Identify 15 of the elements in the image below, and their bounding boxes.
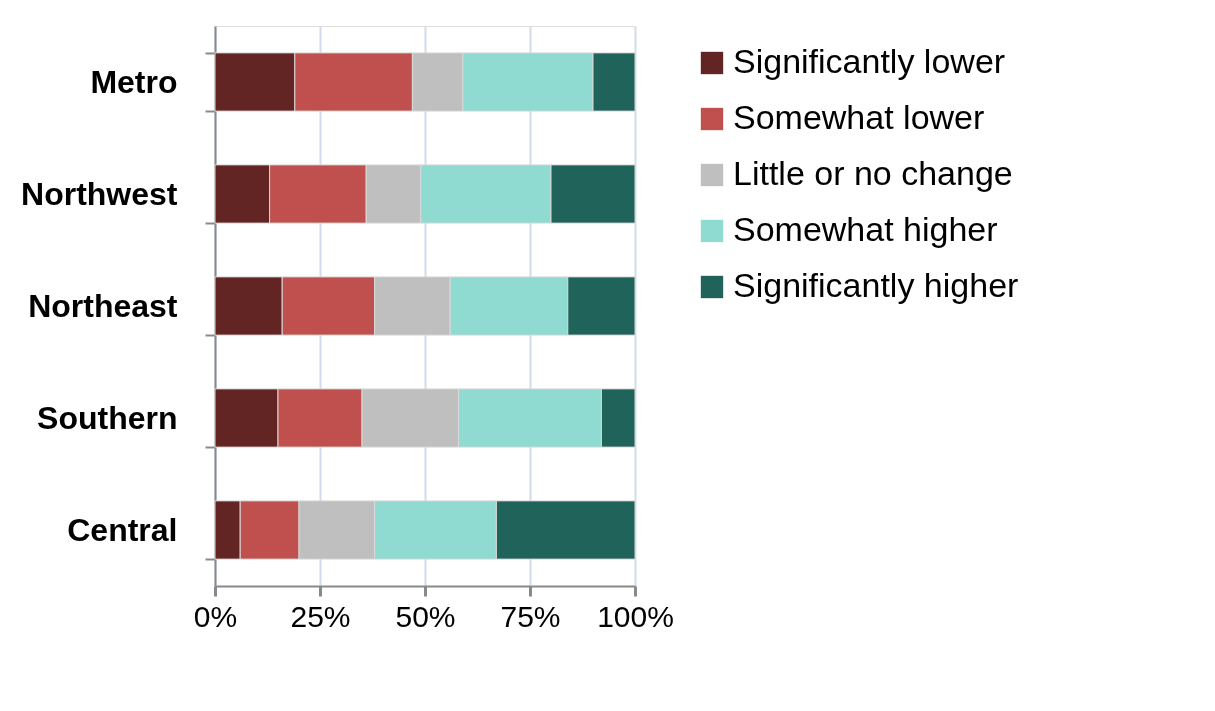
y-tick-label: Metro bbox=[90, 63, 178, 100]
legend-label: Significantly lower bbox=[733, 42, 1006, 80]
x-tick-label: 50% bbox=[395, 599, 456, 633]
y-tick-label: Northeast bbox=[28, 287, 178, 324]
legend-label: Somewhat higher bbox=[733, 210, 998, 248]
x-tick-label: 100% bbox=[597, 599, 674, 633]
legend-label: Little or no change bbox=[733, 154, 1013, 192]
x-tick-label: 75% bbox=[500, 599, 561, 633]
y-tick-label: Southern bbox=[37, 399, 178, 436]
legend-label: Significantly higher bbox=[733, 266, 1019, 304]
y-tick-label: Northwest bbox=[21, 175, 178, 212]
x-tick-label: 0% bbox=[193, 599, 238, 633]
y-tick-label: Central bbox=[67, 511, 178, 548]
x-tick-label: 25% bbox=[290, 599, 351, 633]
legend-label: Somewhat lower bbox=[733, 98, 985, 136]
